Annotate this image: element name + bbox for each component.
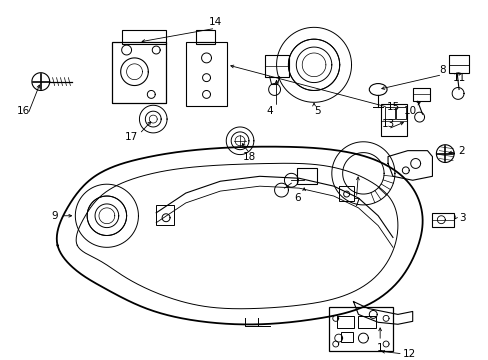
Text: 1: 1	[376, 343, 383, 353]
Text: 7: 7	[352, 198, 359, 208]
Text: 4: 4	[266, 106, 272, 116]
Text: 14: 14	[208, 17, 222, 27]
Text: 8: 8	[438, 65, 445, 75]
Text: 11: 11	[451, 73, 465, 83]
Text: 3: 3	[458, 213, 465, 223]
Text: 2: 2	[458, 146, 465, 156]
Text: 6: 6	[293, 193, 300, 203]
Text: 9: 9	[51, 211, 58, 221]
Text: 16: 16	[17, 106, 30, 116]
Text: 13: 13	[381, 119, 394, 129]
Text: 17: 17	[124, 132, 138, 142]
Text: 15: 15	[386, 102, 399, 112]
Text: 10: 10	[404, 106, 416, 116]
Text: 18: 18	[243, 152, 256, 162]
Text: 5: 5	[313, 106, 320, 116]
Text: 12: 12	[402, 349, 415, 359]
